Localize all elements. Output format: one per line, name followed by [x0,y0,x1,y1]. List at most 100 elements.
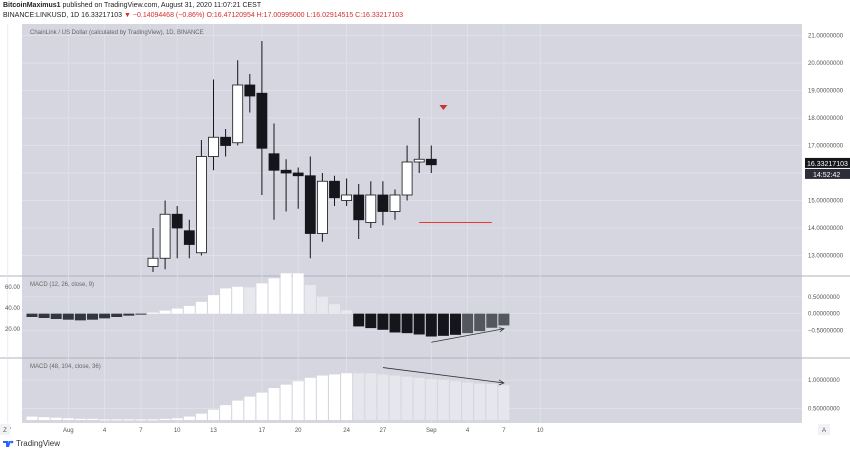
macd-long-histogram-bar [62,418,74,420]
macd-long-histogram-bar [353,373,365,420]
macd-long-histogram-bar [256,392,268,420]
bearish-candle[interactable] [171,213,183,229]
countdown-tag [805,168,850,179]
macd-histogram-bar [389,313,401,333]
macd-histogram-bar [292,273,304,314]
arrow-head-icon [498,379,505,386]
bullish-candle[interactable] [147,257,159,267]
macd-long-histogram-bar [389,375,401,420]
bearish-candle[interactable] [220,136,232,146]
macd-histogram-bar [329,304,340,314]
macd-long-histogram-bar [401,376,413,420]
bullish-candle[interactable] [365,194,377,223]
bullish-candle[interactable] [159,213,171,259]
bullish-candle[interactable] [401,161,413,196]
macd-left-label: 20.00 [5,327,21,333]
bullish-candle[interactable] [413,158,425,163]
macd-histogram-bar [474,313,486,332]
auto-scale-button[interactable] [818,424,830,435]
macd-long-axis-label: 1.00000000 [808,378,840,384]
bearish-candle[interactable] [256,92,268,149]
time-axis-label: 7 [502,428,506,434]
bearish-candle[interactable] [183,230,195,245]
bearish-candle[interactable] [377,194,389,212]
ohlc-values: O:16.47120954 H:17.00995000 L:16.0291451… [206,12,404,19]
macd-histogram-bar [38,313,50,319]
bearish-candle[interactable] [292,172,304,177]
macd-long-histogram-bar [26,416,38,420]
bearish-candle[interactable] [425,158,437,166]
macd-histogram-bar [437,313,449,336]
bullish-candle[interactable] [195,156,207,254]
author-name[interactable]: BitcoinMaximus1 [3,2,61,9]
macd-long-histogram-bar [74,418,86,420]
bearish-candle[interactable] [244,84,256,97]
tradingview-logo[interactable]: TradingView [3,439,60,448]
macd-histogram-bar [450,313,461,335]
macd-histogram-bar [256,283,268,314]
timezone-badge: Z [3,428,7,434]
bearish-candle[interactable] [329,180,340,199]
arrow-head-icon [498,327,505,333]
macd-long-histogram-bar [462,382,474,420]
macd-long-histogram-bar [38,417,50,420]
macd-long-histogram-bar [244,396,256,420]
macd-long-histogram-bar [498,385,510,420]
bullish-candle[interactable] [316,180,328,234]
macd-title: MACD (12, 26, close, 9) [30,282,94,288]
macd-axis-label: 0.00000000 [808,312,840,318]
macd-histogram-bar [232,286,244,314]
macd-histogram-bar [111,313,123,317]
bearish-candle[interactable] [268,153,280,171]
macd-long-histogram-bar [292,381,304,420]
macd-histogram-bar [220,288,232,314]
macd-long-histogram-bar [341,373,353,420]
macd-long-histogram-bar [171,418,183,420]
pane-background-2 [0,276,802,358]
divergence-arrow[interactable] [431,328,504,343]
macd-histogram-bar [171,308,183,314]
trend-arrow[interactable] [382,367,504,384]
macd-histogram-bar [268,278,280,314]
macd-histogram-bar [208,295,219,314]
macd-long-histogram-bar [486,384,498,420]
macd-long-histogram-bar [365,373,377,420]
macd-long-histogram-bar [268,388,280,420]
bullish-candle[interactable] [389,194,401,212]
macd-long-histogram-bar [474,383,486,420]
chart-header: BitcoinMaximus1 published on TradingView… [0,0,850,24]
bullish-candle[interactable] [208,136,219,157]
bullish-candle[interactable] [341,194,353,201]
last-price-value: 16.33217103 [807,161,848,168]
macd-long-histogram-bar [99,419,111,421]
bearish-candle[interactable] [304,175,316,234]
symbol-info: BINANCE:LINKUSD, 1D 16.33217103 [3,12,123,19]
macd-long-histogram-bar [195,413,207,420]
time-axis-label: 10 [537,428,544,434]
sell-marker-icon [439,105,448,110]
macd-histogram-bar [99,313,111,319]
chart-footer: TradingView [0,437,850,453]
tradingview-brand: TradingView [16,439,61,448]
macd-histogram-bar [413,313,425,335]
tradingview-icon [3,441,14,448]
time-axis-background [0,423,850,437]
time-axis-label: 10 [174,428,181,434]
bullish-candle[interactable] [232,84,244,144]
bearish-candle[interactable] [280,169,292,174]
publish-line: BitcoinMaximus1 published on TradingView… [3,2,261,9]
macd-histogram-bar [135,313,147,315]
timezone-button[interactable] [0,424,10,435]
macd-long-title: MACD (48, 104, close, 36) [30,364,101,370]
bearish-candle[interactable] [353,194,365,221]
macd-histogram-bar [74,313,86,321]
macd-histogram-bar [195,301,207,314]
macd-long-histogram-bar [304,377,316,420]
macd-histogram-bar [304,285,316,314]
macd-axis-label: 0.50000000 [808,295,840,301]
chart-title: ChainLink / US Dollar (calculated by Tra… [30,30,204,36]
macd-histogram-bar [498,313,510,326]
macd-histogram-bar [401,313,413,334]
macd-histogram-bar [462,313,474,334]
trading-chart[interactable]: 13.0000000014.0000000015.0000000016.0000… [0,24,850,437]
